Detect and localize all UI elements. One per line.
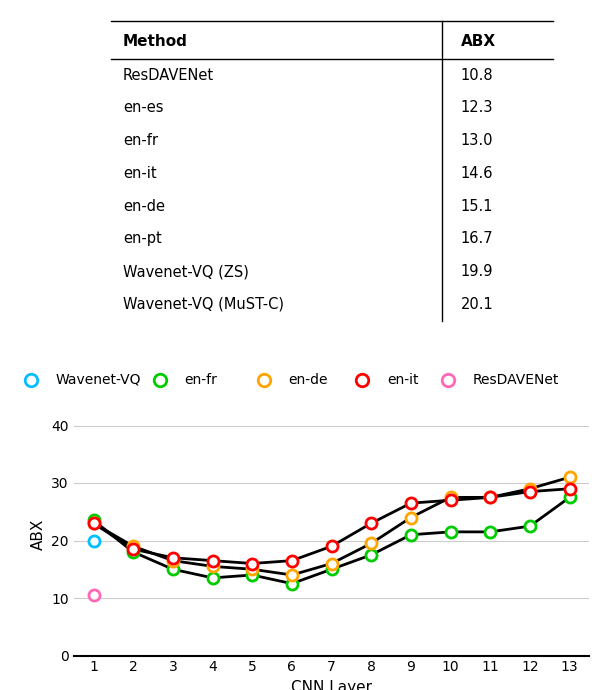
Text: 15.1: 15.1 (460, 199, 493, 214)
Text: ABX: ABX (460, 34, 495, 49)
Text: 13.0: 13.0 (460, 133, 493, 148)
Text: Wavenet-VQ (MuST-C): Wavenet-VQ (MuST-C) (123, 297, 284, 312)
Text: 14.6: 14.6 (460, 166, 493, 181)
Y-axis label: ABX: ABX (31, 519, 45, 551)
Text: 16.7: 16.7 (460, 231, 493, 246)
Text: 19.9: 19.9 (460, 264, 493, 279)
Text: 12.3: 12.3 (460, 100, 493, 115)
Text: en-de: en-de (289, 373, 328, 386)
Text: 20.1: 20.1 (460, 297, 493, 312)
Text: en-fr: en-fr (184, 373, 217, 386)
X-axis label: CNN Layer: CNN Layer (291, 680, 372, 690)
Text: Method: Method (123, 34, 188, 49)
Text: en-it: en-it (123, 166, 157, 181)
Text: en-it: en-it (387, 373, 418, 386)
Text: Wavenet-VQ (ZS): Wavenet-VQ (ZS) (123, 264, 249, 279)
Text: en-fr: en-fr (123, 133, 158, 148)
Text: ResDAVENet: ResDAVENet (123, 68, 214, 83)
Text: en-es: en-es (123, 100, 163, 115)
Text: Wavenet-VQ: Wavenet-VQ (55, 373, 141, 386)
Text: 10.8: 10.8 (460, 68, 493, 83)
Text: en-de: en-de (123, 199, 165, 214)
Text: en-pt: en-pt (123, 231, 161, 246)
Text: ResDAVENet: ResDAVENet (473, 373, 559, 386)
